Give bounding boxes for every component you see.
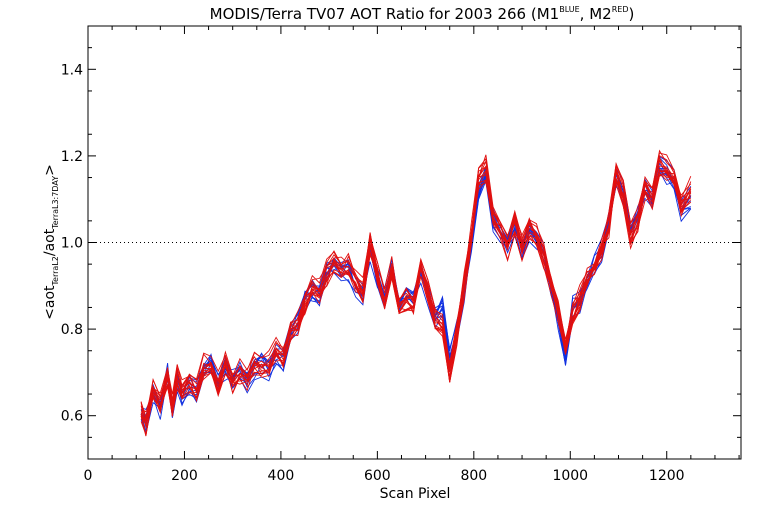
series-line-red-13: [140, 154, 692, 422]
chart-title-end: ): [628, 5, 634, 23]
series-line-red-5: [140, 168, 691, 435]
series-line-blue-1: [140, 169, 692, 435]
chart-title-sup-blue: BLUE: [559, 5, 579, 14]
x-tick-label-2: 400: [268, 468, 295, 484]
y-tick-label-0: 0.6: [61, 409, 83, 425]
x-tick-label-5: 1000: [552, 468, 588, 484]
x-tick-label-1: 200: [171, 468, 198, 484]
x-tick-label-0: 0: [84, 468, 93, 484]
series-line-red-6: [140, 170, 692, 436]
chart-title-main: MODIS/Terra TV07 AOT Ratio for 2003 266 …: [210, 5, 560, 23]
y-tick-label-3: 1.2: [61, 149, 83, 165]
y-label-open: <aot: [42, 285, 58, 320]
y-label-slash: /aot: [42, 228, 58, 256]
y-tick-label-2: 1.0: [61, 236, 83, 252]
x-tick-label-3: 600: [364, 468, 391, 484]
x-tick-label-6: 1200: [649, 468, 685, 484]
series-line-red-12: [140, 149, 692, 413]
y-label-close: >: [42, 164, 58, 176]
chart-title-mid: , M2: [580, 5, 612, 23]
chart-title-sup-red: RED: [612, 5, 629, 14]
series-group: [140, 149, 692, 437]
chart-title: MODIS/Terra TV07 AOT Ratio for 2003 266 …: [210, 5, 635, 23]
y-tick-label-1: 0.8: [61, 322, 83, 338]
x-axis-label: Scan Pixel: [380, 486, 451, 502]
series-red: [140, 149, 692, 437]
y-tick-label-4: 1.4: [61, 62, 83, 78]
series-line-red-10: [140, 169, 692, 425]
axis-ticks: 0 200 400 600 800 1000 1200 0.6 0.8 1.0 1.2 1.4: [61, 26, 741, 484]
y-label-sub2: TerraL3:7DAY: [51, 176, 60, 230]
x-tick-label-4: 800: [460, 468, 487, 484]
y-label-sub1: TerraL2: [51, 256, 60, 286]
y-axis-label: <aotTerraL2/aotTerraL3:7DAY>: [42, 164, 60, 320]
